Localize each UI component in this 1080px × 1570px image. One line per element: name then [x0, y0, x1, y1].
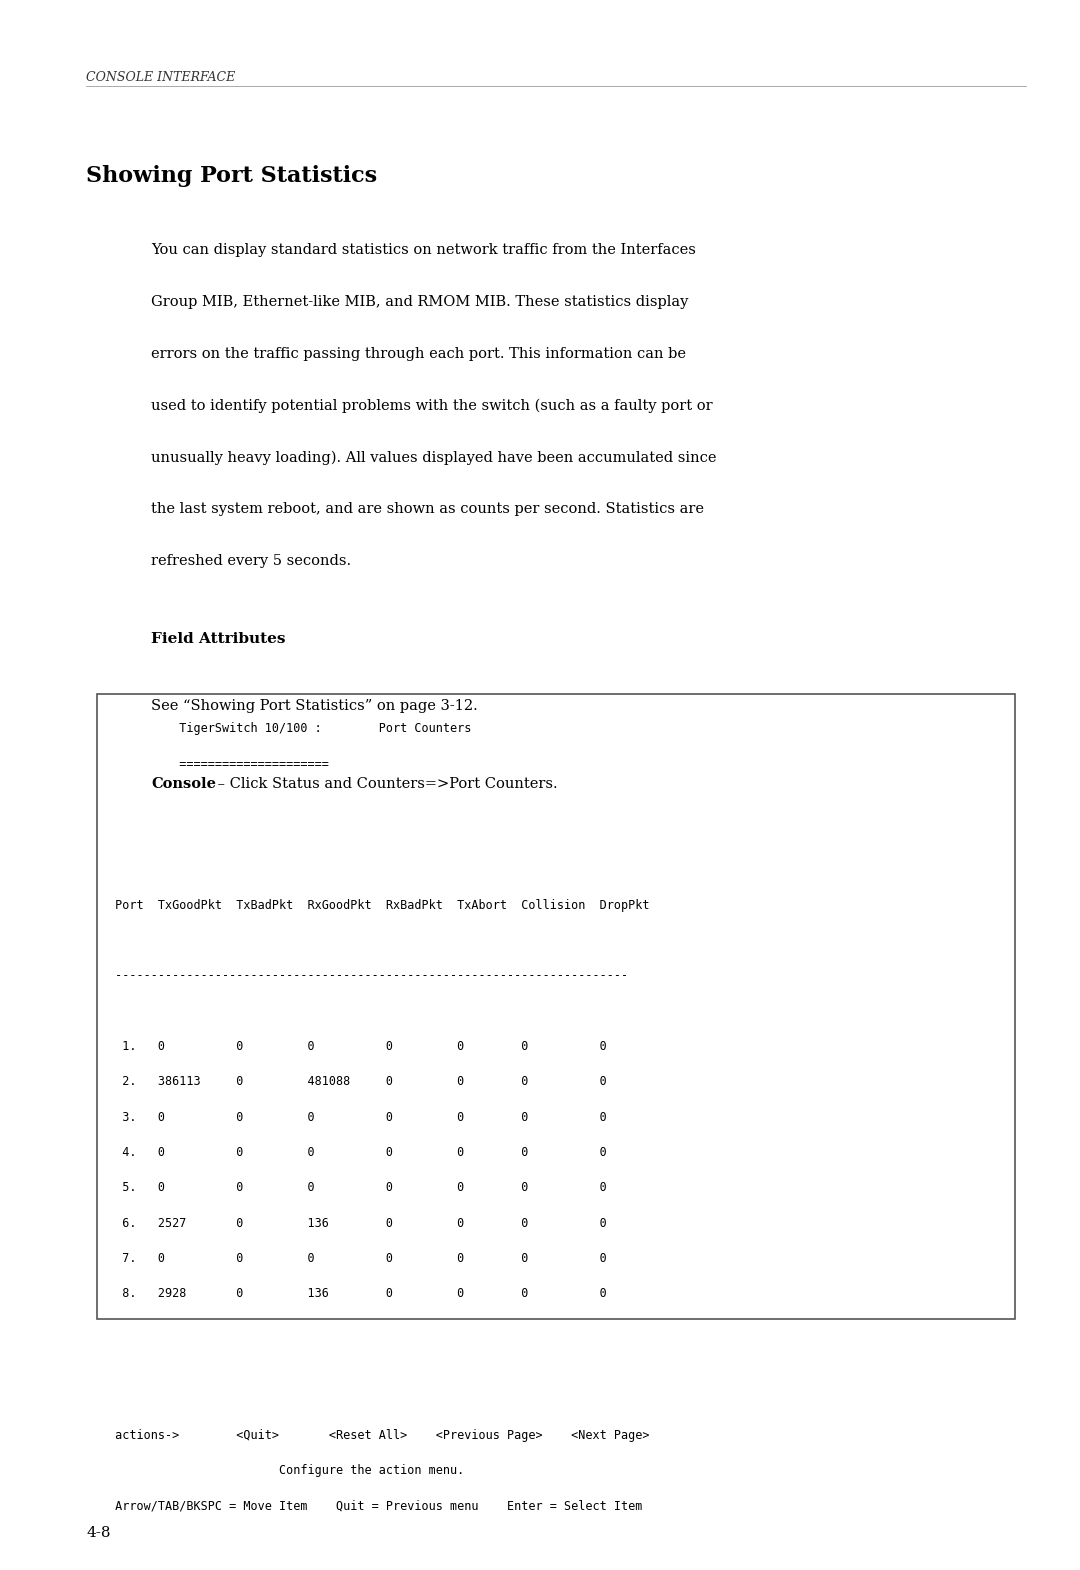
Text: 4.   0          0         0          0         0        0          0: 4. 0 0 0 0 0 0 0 [108, 1146, 607, 1159]
Text: 1.   0          0         0          0         0        0          0: 1. 0 0 0 0 0 0 0 [108, 1041, 607, 1053]
Text: used to identify potential problems with the switch (such as a faulty port or: used to identify potential problems with… [151, 399, 713, 413]
Text: the last system reboot, and are shown as counts per second. Statistics are: the last system reboot, and are shown as… [151, 502, 704, 517]
Text: 5.   0          0         0          0         0        0          0: 5. 0 0 0 0 0 0 0 [108, 1182, 607, 1195]
Text: Field Attributes: Field Attributes [151, 633, 286, 645]
Text: TigerSwitch 10/100 :        Port Counters: TigerSwitch 10/100 : Port Counters [108, 722, 471, 735]
Text: unusually heavy loading). All values displayed have been accumulated since: unusually heavy loading). All values dis… [151, 451, 717, 465]
Bar [97, 694, 1015, 1319]
Text: Arrow/TAB/BKSPC = Move Item    Quit = Previous menu    Enter = Select Item: Arrow/TAB/BKSPC = Move Item Quit = Previ… [108, 1499, 643, 1512]
Text: Group MIB, Ethernet-like MIB, and RMOM MIB. These statistics display: Group MIB, Ethernet-like MIB, and RMOM M… [151, 295, 689, 309]
Text: 6.   2527       0         136        0         0        0          0: 6. 2527 0 136 0 0 0 0 [108, 1217, 607, 1229]
Text: CONSOLE INTERFACE: CONSOLE INTERFACE [86, 71, 235, 83]
Text: errors on the traffic passing through each port. This information can be: errors on the traffic passing through ea… [151, 347, 686, 361]
Text: 3.   0          0         0          0         0        0          0: 3. 0 0 0 0 0 0 0 [108, 1112, 607, 1124]
Text: Console: Console [151, 777, 216, 791]
Text: Port  TxGoodPkt  TxBadPkt  RxGoodPkt  RxBadPkt  TxAbort  Collision  DropPkt: Port TxGoodPkt TxBadPkt RxGoodPkt RxBadP… [108, 898, 649, 912]
Text: You can display standard statistics on network traffic from the Interfaces: You can display standard statistics on n… [151, 243, 697, 257]
Text: Configure the action menu.: Configure the action menu. [108, 1465, 464, 1477]
Text: 4-8: 4-8 [86, 1526, 111, 1540]
Text: Showing Port Statistics: Showing Port Statistics [86, 165, 378, 187]
Text: =====================: ===================== [108, 757, 329, 771]
Text: ------------------------------------------------------------------------: ----------------------------------------… [108, 970, 629, 983]
Text: See “Showing Port Statistics” on page 3-12.: See “Showing Port Statistics” on page 3-… [151, 699, 478, 713]
Text: actions->        <Quit>       <Reset All>    <Previous Page>    <Next Page>: actions-> <Quit> <Reset All> <Previous P… [108, 1429, 649, 1441]
Text: 8.   2928       0         136        0         0        0          0: 8. 2928 0 136 0 0 0 0 [108, 1287, 607, 1300]
Text: refreshed every 5 seconds.: refreshed every 5 seconds. [151, 554, 351, 568]
Text: – Click Status and Counters=>Port Counters.: – Click Status and Counters=>Port Counte… [213, 777, 557, 791]
Text: 2.   386113     0         481088     0         0        0          0: 2. 386113 0 481088 0 0 0 0 [108, 1075, 607, 1088]
Text: 7.   0          0         0          0         0        0          0: 7. 0 0 0 0 0 0 0 [108, 1253, 607, 1265]
